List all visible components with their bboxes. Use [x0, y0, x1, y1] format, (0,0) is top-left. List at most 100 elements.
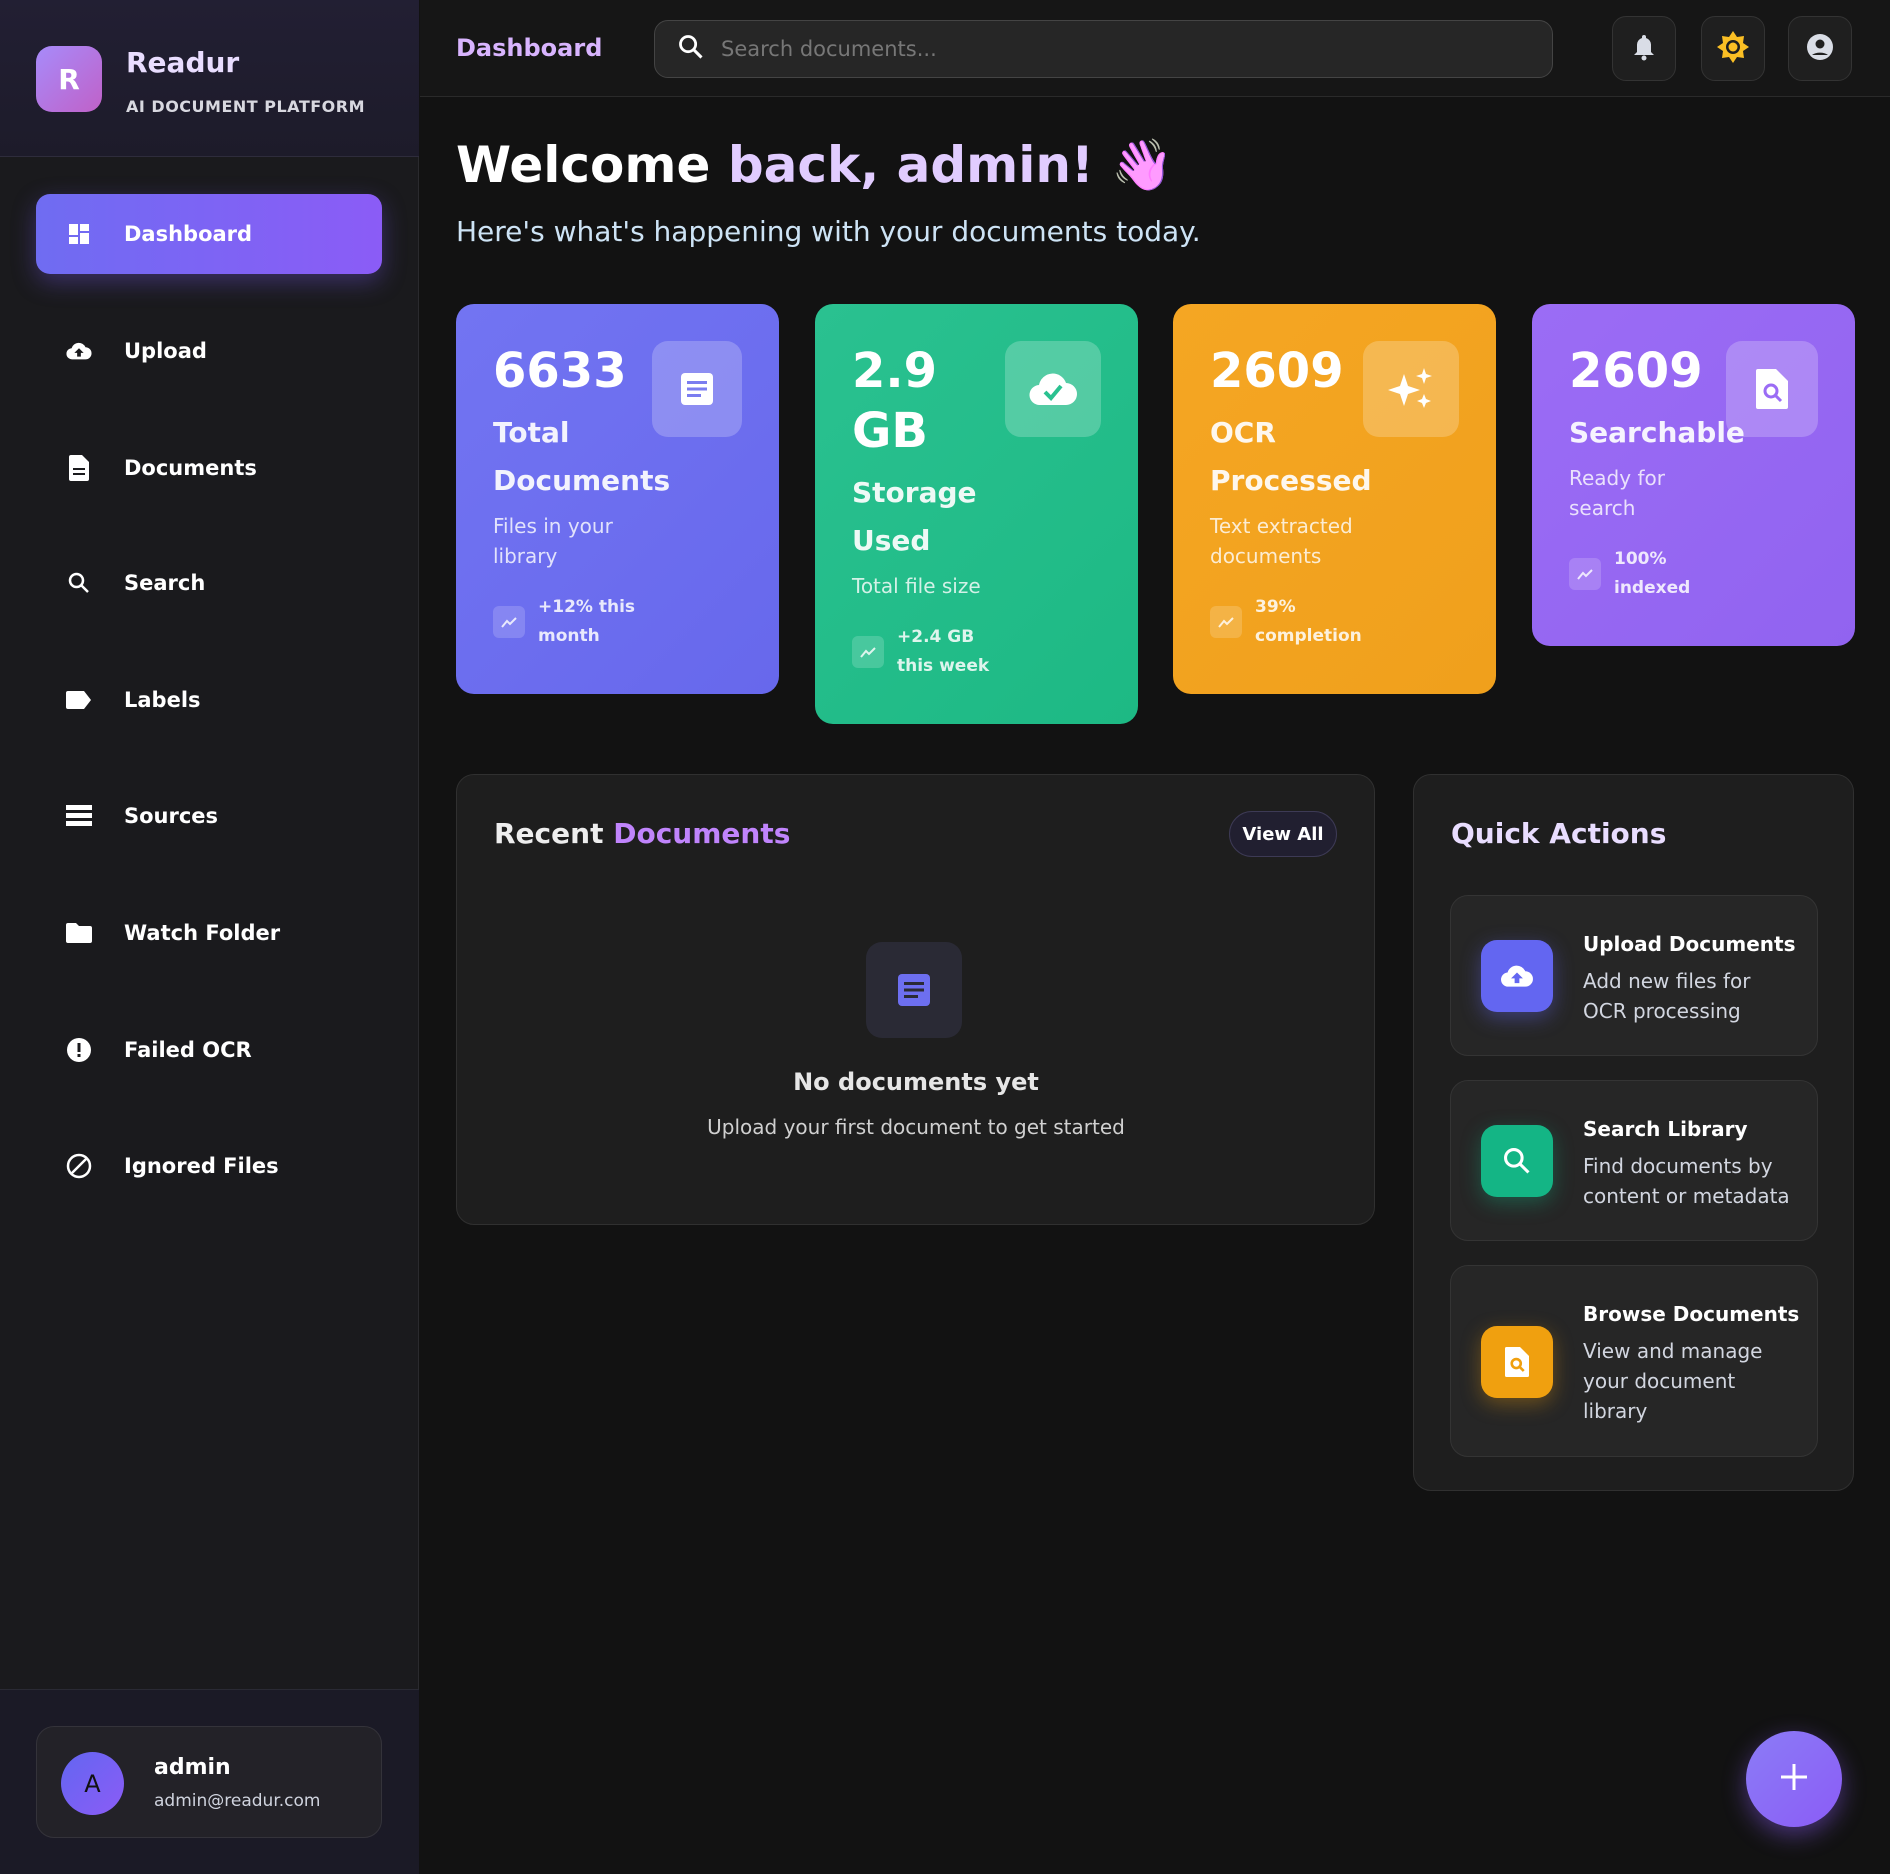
sidebar-header: R Readur AI DOCUMENT PLATFORM: [0, 0, 419, 157]
stat-description: Ready for search: [1569, 466, 1665, 520]
stat-description: Text extracted documents: [1210, 514, 1353, 568]
search-input[interactable]: [721, 37, 1521, 61]
sidebar-item-ignored-files[interactable]: Ignored Files: [36, 1126, 382, 1206]
stat-label: Storage Used: [852, 476, 977, 557]
document-icon: [652, 341, 742, 437]
document-icon: [866, 942, 962, 1038]
stat-description: Total file size: [852, 574, 981, 598]
top-bar: Dashboard: [420, 0, 1890, 97]
avatar: A: [61, 1752, 124, 1815]
page-title: Dashboard: [456, 34, 603, 62]
search-icon: [66, 570, 92, 596]
block-icon: [66, 1153, 92, 1179]
panel-title: Quick Actions: [1451, 817, 1667, 850]
stat-card-storage-used[interactable]: 2.9 GB Storage Used Total file size +2.4…: [815, 304, 1138, 724]
cloud-upload-icon: [66, 338, 92, 364]
welcome-heading: Welcome back, admin! 👋: [456, 136, 1174, 195]
stat-label: Total Documents: [493, 416, 671, 497]
brand-name: Readur: [126, 46, 240, 79]
stat-trend: +2.4 GB this week: [852, 623, 1101, 681]
user-email: admin@readur.com: [154, 1791, 321, 1811]
sidebar-item-label: Labels: [124, 688, 201, 712]
stat-description: Files in your library: [493, 514, 613, 568]
trending-up-icon: [493, 606, 525, 638]
storage-icon: [66, 803, 92, 829]
sidebar-item-label: Sources: [124, 804, 219, 828]
user-name: admin: [154, 1755, 231, 1780]
stat-card-ocr-processed[interactable]: 2609 OCR Processed Text extracted docume…: [1173, 304, 1496, 694]
find-in-page-icon: [1481, 1326, 1553, 1398]
account-circle-icon: [1806, 33, 1834, 65]
stat-card-searchable[interactable]: 2609 Searchable Ready for search 100% in…: [1532, 304, 1855, 646]
notifications-button[interactable]: [1612, 16, 1676, 81]
welcome-name: back, admin!: [727, 136, 1094, 194]
panel-title: Recent Documents: [494, 817, 791, 850]
sidebar-item-label: Failed OCR: [124, 1038, 252, 1062]
document-icon: [66, 455, 92, 481]
quick-action-title: Upload Documents: [1583, 932, 1796, 956]
quick-action-description: Add new files for OCR processing: [1583, 969, 1751, 1023]
trending-up-icon: [1569, 558, 1601, 590]
quick-action-description: Find documents by content or metadata: [1583, 1154, 1790, 1208]
stat-value: 6633: [493, 343, 627, 399]
empty-state-subtitle: Upload your first document to get starte…: [707, 1115, 1125, 1139]
stat-value: 2609: [1569, 343, 1703, 399]
sidebar-item-sources[interactable]: Sources: [36, 776, 382, 856]
recent-documents-panel: Recent Documents View All No documents y…: [456, 774, 1375, 1225]
plus-icon: [1779, 1762, 1809, 1796]
add-fab-button[interactable]: [1746, 1731, 1842, 1827]
stat-label: OCR Processed: [1210, 416, 1372, 497]
welcome-subtitle: Here's what's happening with your docume…: [456, 215, 1201, 248]
trending-up-icon: [1210, 606, 1242, 638]
wave-icon: 👋: [1111, 136, 1174, 194]
quick-action-title: Browse Documents: [1583, 1302, 1800, 1326]
dashboard-icon: [66, 221, 92, 247]
sidebar-item-label: Ignored Files: [124, 1154, 279, 1178]
sidebar-item-upload[interactable]: Upload: [36, 311, 382, 391]
trending-up-icon: [852, 636, 884, 668]
theme-toggle-button[interactable]: [1701, 16, 1765, 81]
sidebar-item-label: Watch Folder: [124, 921, 281, 945]
quick-action-title: Search Library: [1583, 1117, 1748, 1141]
empty-state-title: No documents yet: [793, 1068, 1039, 1096]
welcome-prefix: Welcome: [456, 136, 728, 194]
sidebar-item-label: Upload: [124, 339, 207, 363]
stat-value: 2609: [1210, 343, 1344, 399]
account-button[interactable]: [1788, 16, 1852, 81]
cloud-done-icon: [1005, 341, 1101, 437]
quick-action-browse[interactable]: Browse Documents View and manage your do…: [1450, 1265, 1818, 1457]
logo: R: [36, 46, 102, 112]
quick-actions-panel: Quick Actions Upload Documents Add new f…: [1413, 774, 1854, 1491]
bell-icon: [1632, 33, 1656, 65]
folder-icon: [66, 920, 92, 946]
sidebar-item-label: Dashboard: [124, 222, 253, 246]
stat-card-total-documents[interactable]: 6633 Total Documents Files in your libra…: [456, 304, 779, 694]
stat-label: Searchable: [1569, 416, 1745, 449]
sidebar: R Readur AI DOCUMENT PLATFORM Dashboard …: [0, 0, 419, 1874]
sidebar-item-watch-folder[interactable]: Watch Folder: [36, 893, 382, 973]
sidebar-item-dashboard[interactable]: Dashboard: [36, 194, 382, 274]
sparkle-icon: [1363, 341, 1459, 437]
user-profile-card[interactable]: A admin admin@readur.com: [36, 1726, 382, 1838]
sidebar-item-labels[interactable]: Labels: [36, 660, 382, 740]
stat-trend: 39% completion: [1210, 593, 1459, 651]
stat-trend: 100% indexed: [1569, 545, 1818, 603]
cloud-upload-icon: [1481, 940, 1553, 1012]
view-all-button[interactable]: View All: [1229, 811, 1337, 857]
sidebar-item-documents[interactable]: Documents: [36, 428, 382, 508]
search-icon: [1481, 1125, 1553, 1197]
search-icon: [677, 33, 705, 65]
find-in-page-icon: [1726, 341, 1818, 437]
quick-action-upload[interactable]: Upload Documents Add new files for OCR p…: [1450, 895, 1818, 1056]
sidebar-item-label: Documents: [124, 456, 257, 480]
stat-value: 2.9 GB: [852, 343, 938, 459]
search-bar[interactable]: [654, 20, 1553, 78]
stat-trend: +12% this month: [493, 593, 742, 651]
sidebar-item-failed-ocr[interactable]: Failed OCR: [36, 1010, 382, 1090]
label-icon: [66, 687, 92, 713]
sidebar-item-search[interactable]: Search: [36, 543, 382, 623]
sun-icon: [1716, 30, 1750, 68]
error-icon: [66, 1037, 92, 1063]
quick-action-search[interactable]: Search Library Find documents by content…: [1450, 1080, 1818, 1241]
sidebar-item-label: Search: [124, 571, 206, 595]
